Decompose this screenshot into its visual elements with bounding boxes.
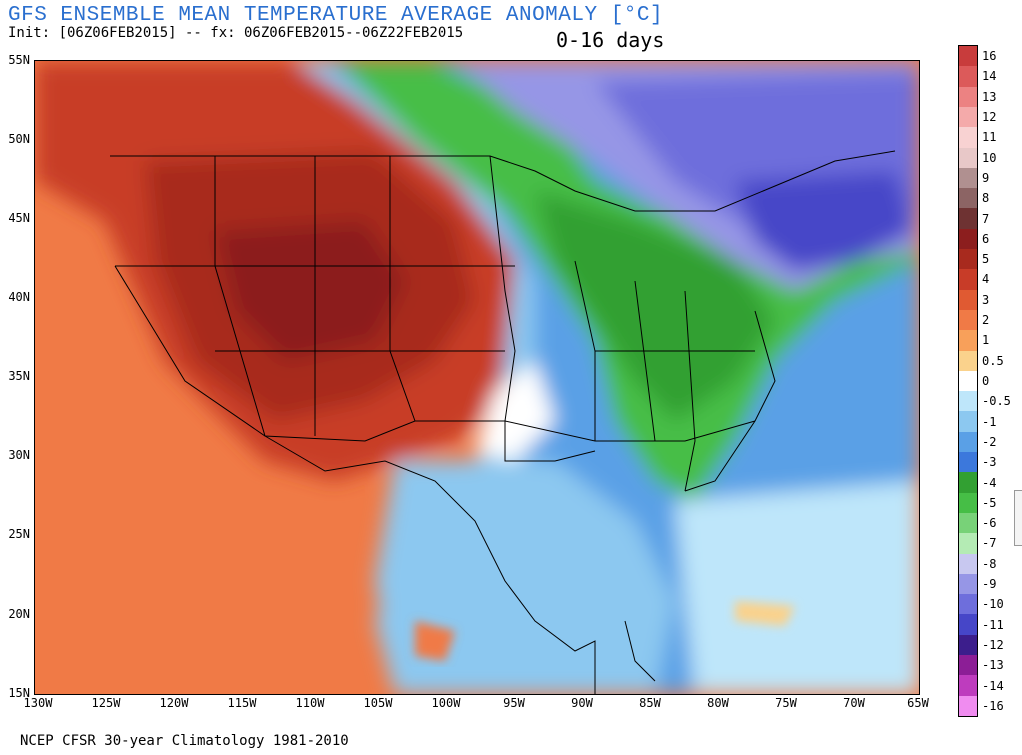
colorbar-swatch <box>959 106 977 128</box>
colorbar-swatch <box>959 492 977 514</box>
lon-label: 130W <box>23 696 53 710</box>
colorbar-label: -5 <box>982 495 997 510</box>
forecast-range: 0-16 days <box>556 28 665 52</box>
lon-label: 75W <box>775 696 797 710</box>
colorbar-label: -1 <box>982 414 997 429</box>
lon-label: 115W <box>227 696 257 710</box>
colorbar-label: -11 <box>982 617 1004 632</box>
colorbar-label: 9 <box>982 170 990 185</box>
colorbar-label: 0.5 <box>982 353 1004 368</box>
colorbar-swatch <box>959 594 977 615</box>
lat-label: 30N <box>8 448 30 462</box>
colorbar-label: 11 <box>982 130 997 145</box>
colorbar-swatch <box>959 512 977 534</box>
colorbar-label: -7 <box>982 536 997 551</box>
colorbar-swatch <box>959 614 977 636</box>
colorbar-label: -0.5 <box>982 394 1011 409</box>
colorbar-swatch <box>959 66 977 88</box>
lon-label: 65W <box>907 696 929 710</box>
colorbar-swatch <box>959 86 977 108</box>
colorbar-label: 3 <box>982 292 990 307</box>
colorbar-swatch <box>959 370 977 392</box>
colorbar-label: -6 <box>982 516 997 531</box>
colorbar-swatch <box>959 188 977 209</box>
colorbar-swatch <box>959 330 977 352</box>
colorbar-label: 5 <box>982 252 990 267</box>
colorbar-swatch <box>959 208 977 230</box>
colorbar-swatch <box>959 147 977 169</box>
colorbar-swatch <box>959 675 977 697</box>
colorbar-label: -4 <box>982 475 997 490</box>
colorbar-label: -10 <box>982 597 1004 612</box>
anomaly-map <box>34 60 920 695</box>
colorbar-swatch <box>959 46 977 67</box>
lat-label: 25N <box>8 527 30 541</box>
lat-label: 35N <box>8 369 30 383</box>
colorbar-label: 8 <box>982 191 990 206</box>
lon-label: 95W <box>503 696 525 710</box>
colorbar-label: -3 <box>982 455 997 470</box>
lon-label: 85W <box>639 696 661 710</box>
colorbar-swatch <box>959 249 977 270</box>
lon-label: 120W <box>159 696 189 710</box>
colorbar-label: 0 <box>982 374 990 388</box>
init-time-line: Init: [06Z06FEB2015] -- fx: 06Z06FEB2015… <box>8 25 464 41</box>
anomaly-field <box>35 61 919 694</box>
lat-label: 45N <box>8 211 30 225</box>
colorbar-label: -14 <box>982 678 1004 693</box>
colorbar-label: 7 <box>982 211 990 226</box>
lon-label: 80W <box>707 696 729 710</box>
colorbar-swatch <box>959 289 977 311</box>
climatology-note: NCEP CFSR 30-year Climatology 1981-2010 <box>20 733 349 749</box>
political-boundaries <box>110 150 896 694</box>
colorbar-label: -16 <box>982 698 1004 713</box>
colorbar-label: 6 <box>982 231 990 246</box>
side-panel-tab[interactable] <box>1014 490 1022 546</box>
colorbar-label: -2 <box>982 434 997 449</box>
map-title: GFS ENSEMBLE MEAN TEMPERATURE AVERAGE AN… <box>8 4 664 27</box>
colorbar-swatch <box>959 472 977 494</box>
colorbar-swatch <box>959 695 977 717</box>
lat-label: 15N <box>8 686 30 700</box>
colorbar-label: -13 <box>982 658 1004 673</box>
lat-label: 20N <box>8 607 30 621</box>
colorbar-swatch <box>959 167 977 189</box>
lon-label: 90W <box>571 696 593 710</box>
colorbar-label: 14 <box>982 69 997 84</box>
colorbar-label: 13 <box>982 89 997 104</box>
colorbar-swatch <box>959 634 977 656</box>
colorbar <box>958 45 978 717</box>
colorbar-swatch <box>959 452 977 473</box>
colorbar-swatch <box>959 573 977 595</box>
colorbar-label: -9 <box>982 577 997 592</box>
colorbar-label: 4 <box>982 272 990 287</box>
lon-label: 100W <box>431 696 461 710</box>
colorbar-swatch <box>959 655 977 676</box>
colorbar-label: -12 <box>982 637 1004 652</box>
lon-label: 110W <box>295 696 325 710</box>
colorbar-swatch <box>959 391 977 412</box>
colorbar-label: 10 <box>982 150 997 165</box>
lat-label: 40N <box>8 290 30 304</box>
lat-label: 55N <box>8 53 30 67</box>
colorbar-swatch <box>959 553 977 575</box>
colorbar-swatch <box>959 431 977 453</box>
colorbar-label: 1 <box>982 333 990 348</box>
colorbar-swatch <box>959 269 977 291</box>
lon-label: 70W <box>843 696 865 710</box>
lon-label: 105W <box>363 696 393 710</box>
colorbar-swatch <box>959 411 977 433</box>
colorbar-swatch <box>959 350 977 372</box>
colorbar-label: 16 <box>982 49 997 64</box>
colorbar-label: 12 <box>982 110 997 125</box>
colorbar-swatch <box>959 533 977 555</box>
lon-label: 125W <box>91 696 121 710</box>
colorbar-label: -8 <box>982 556 997 571</box>
lat-label: 50N <box>8 132 30 146</box>
colorbar-swatch <box>959 309 977 331</box>
colorbar-swatch <box>959 127 977 148</box>
colorbar-swatch <box>959 228 977 250</box>
colorbar-label: 2 <box>982 313 990 328</box>
